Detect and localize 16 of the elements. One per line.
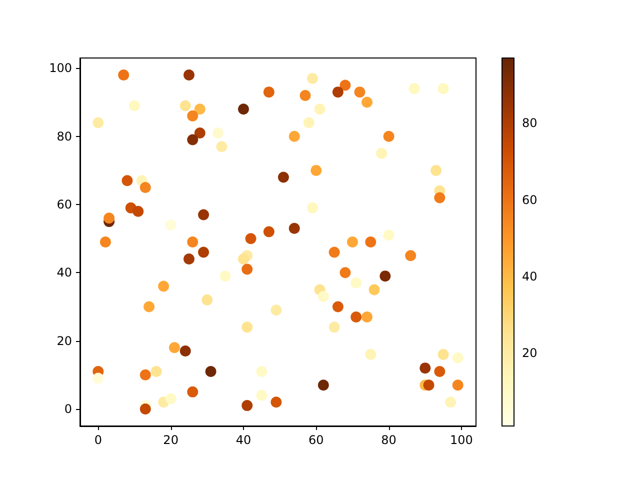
y-tick-label: 60	[56, 198, 72, 212]
x-tick-label: 80	[381, 433, 396, 447]
x-tick-label: 40	[236, 433, 252, 447]
x-tick-label: 0	[94, 433, 102, 447]
y-tick-label: 20	[56, 334, 72, 348]
x-tick-label: 60	[308, 433, 324, 447]
color-bar-label: 40	[522, 270, 538, 284]
color-bar-label: 60	[522, 192, 538, 207]
x-tick-label: 20	[163, 433, 178, 447]
color-bar-label: 80	[522, 116, 538, 130]
y-tick-label: 80	[56, 129, 72, 144]
color-bar-label: 20	[522, 346, 538, 360]
x-tick-label: 100	[450, 433, 473, 447]
y-tick-label: 40	[56, 266, 72, 280]
y-tick-label: 100	[49, 61, 72, 76]
y-tick-label: 0	[64, 402, 72, 416]
